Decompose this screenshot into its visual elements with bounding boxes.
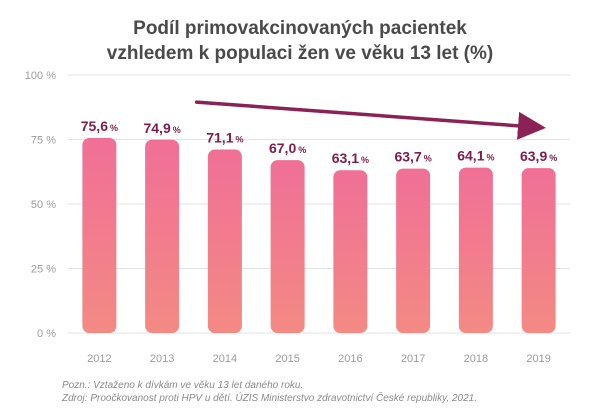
y-tick-label: 50 % xyxy=(31,199,56,211)
data-label: 63,9% xyxy=(520,148,557,164)
trend-arrow xyxy=(194,100,546,140)
y-tick-label: 25 % xyxy=(31,264,56,276)
data-label: 63,1% xyxy=(332,150,369,166)
y-tick-label: 75 % xyxy=(31,135,56,147)
footnote-source: Zdroj: Proočkovanost proti HPV u dětí. Ú… xyxy=(62,393,477,404)
x-tick-label: 2016 xyxy=(338,353,362,365)
bar xyxy=(521,168,556,333)
chart-title-line-2: vzhledem k populaci žen ve věku 13 let (… xyxy=(106,43,494,64)
bar xyxy=(145,139,180,333)
bar xyxy=(82,137,117,333)
x-tick-label: 2013 xyxy=(150,353,174,365)
bar xyxy=(207,149,242,333)
value-labels: 75,6% 74,9% 71,1 % 67,0 % 63,1% 63,7% 64,1% 63,9% xyxy=(81,118,558,166)
x-tick-label: 2012 xyxy=(87,353,111,365)
x-tick-label: 2017 xyxy=(401,353,425,365)
y-tick-label: 0 % xyxy=(37,328,56,340)
bar xyxy=(270,160,305,333)
bar xyxy=(396,168,431,333)
chart-footnotes: Pozn.: Vztaženo k dívkám ve věku 13 let … xyxy=(62,379,477,405)
x-tick-label: 2015 xyxy=(275,353,299,365)
bar xyxy=(458,167,493,333)
bars xyxy=(82,137,556,333)
data-label: 75,6% xyxy=(81,118,118,134)
bar xyxy=(333,170,368,333)
chart-title-line-1: Podíl primovakcinovaných pacientek xyxy=(133,18,467,39)
chart-title: Podíl primovakcinovaných pacientek vzhle… xyxy=(0,16,600,66)
y-axis-ticks: 0 % 25 % 50 % 75 % 100 % xyxy=(25,70,56,340)
y-tick-label: 100 % xyxy=(25,70,56,82)
x-tick-label: 2019 xyxy=(526,353,550,365)
gridlines xyxy=(68,74,570,334)
x-tick-label: 2018 xyxy=(464,353,488,365)
data-label: 74,9% xyxy=(143,120,180,136)
x-tick-label: 2014 xyxy=(213,353,237,365)
data-label: 67,0% xyxy=(269,140,306,156)
data-label: 63,7% xyxy=(394,149,431,165)
data-label: 71,1% xyxy=(206,130,243,146)
x-axis-ticks: 2012 2013 2014 2015 2016 2017 2018 2019 xyxy=(87,353,551,365)
data-label: 64,1% xyxy=(457,148,494,164)
footnote-note: Pozn.: Vztaženo k dívkám ve věku 13 let … xyxy=(62,380,304,391)
